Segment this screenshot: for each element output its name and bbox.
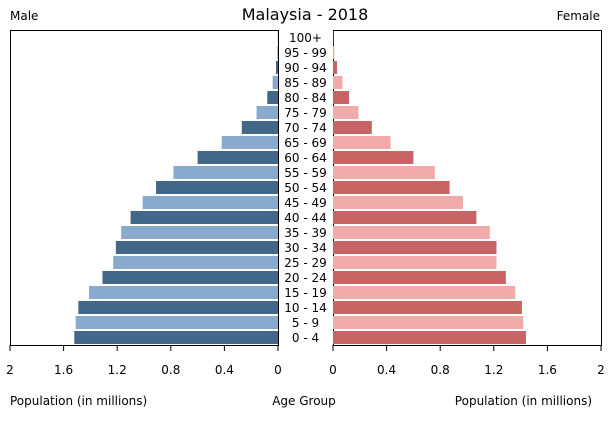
female-bar-40-44 <box>333 211 477 224</box>
female-bar-60-64 <box>333 151 414 164</box>
age-group-label: 30 - 34 <box>284 241 327 255</box>
x-tick-label: 1.6 <box>538 363 557 377</box>
male-bar-85-89 <box>272 76 278 89</box>
male-bar-60-64 <box>197 151 278 164</box>
female-bar-80-84 <box>333 91 350 104</box>
male-plot-frame <box>10 30 279 346</box>
female-bar-70-74 <box>333 121 372 134</box>
male-bar-15-19 <box>89 286 278 299</box>
age-group-label: 90 - 94 <box>284 61 327 75</box>
male-bar-95-99 <box>277 46 278 59</box>
male-bar-25-29 <box>113 256 279 269</box>
center-axis-label: Age Group <box>272 394 336 408</box>
female-bar-65-69 <box>333 136 391 149</box>
age-group-label: 65 - 69 <box>284 136 327 150</box>
male-bar-30-34 <box>115 241 278 254</box>
female-bar-55-59 <box>333 166 435 179</box>
age-group-label: 85 - 89 <box>284 76 327 90</box>
age-group-label: 60 - 64 <box>284 151 327 165</box>
age-group-label: 25 - 29 <box>284 256 327 270</box>
age-group-label: 15 - 19 <box>284 286 327 300</box>
age-group-label: 10 - 14 <box>284 301 327 315</box>
x-tick-label: 0.8 <box>161 363 180 377</box>
female-bar-45-49 <box>333 196 463 209</box>
female-label: Female <box>557 9 600 23</box>
age-group-label: 20 - 24 <box>284 271 327 285</box>
male-bar-40-44 <box>130 211 278 224</box>
female-bar-35-39 <box>333 226 490 239</box>
age-group-label: 0 - 4 <box>292 331 319 345</box>
x-axis-label-left: Population (in millions) <box>10 394 147 408</box>
female-bar-30-34 <box>333 241 497 254</box>
female-bar-90-94 <box>333 61 338 74</box>
male-bar-10-14 <box>78 301 278 314</box>
female-bar-15-19 <box>333 286 516 299</box>
male-bar-90-94 <box>275 61 278 74</box>
age-group-label: 95 - 99 <box>284 46 327 60</box>
female-bar-0-4 <box>333 331 526 344</box>
male-bars <box>74 31 279 344</box>
x-tick-label: 0.4 <box>377 363 396 377</box>
female-bar-20-24 <box>333 271 506 284</box>
male-label: Male <box>10 9 38 23</box>
age-group-label: 50 - 54 <box>284 181 327 195</box>
male-bar-20-24 <box>102 271 279 284</box>
x-axis-label-right: Population (in millions) <box>455 394 592 408</box>
x-tick-label: 0.4 <box>215 363 234 377</box>
age-group-label: 5 - 9 <box>292 316 319 330</box>
x-tick-label: 2 <box>6 363 14 377</box>
age-group-label: 35 - 39 <box>284 226 327 240</box>
age-group-label: 75 - 79 <box>284 106 327 120</box>
age-group-label: 70 - 74 <box>284 121 327 135</box>
female-bars <box>333 31 526 344</box>
male-bar-75-79 <box>256 106 278 119</box>
x-tick-label: 1.2 <box>108 363 127 377</box>
female-bar-75-79 <box>333 106 359 119</box>
x-tick-label: 0 <box>329 363 337 377</box>
x-tick-label: 2 <box>597 363 605 377</box>
age-group-label: 45 - 49 <box>284 196 327 210</box>
x-tick-label: 0.8 <box>431 363 450 377</box>
female-bar-5-9 <box>333 316 524 329</box>
male-bar-35-39 <box>121 226 278 239</box>
male-bar-70-74 <box>241 121 278 134</box>
age-group-label: 55 - 59 <box>284 166 327 180</box>
x-axis-ticks: 2 1.6 1.2 0.8 0.4 0 0 0.4 0.8 1.2 1.6 2 <box>6 345 605 377</box>
age-group-label: 40 - 44 <box>284 211 327 225</box>
chart-title: Malaysia - 2018 <box>242 5 369 24</box>
male-bar-55-59 <box>173 166 278 179</box>
male-bar-45-49 <box>142 196 278 209</box>
male-bar-80-84 <box>267 91 278 104</box>
female-bar-10-14 <box>333 301 522 314</box>
female-bar-50-54 <box>333 181 450 194</box>
female-bar-25-29 <box>333 256 497 269</box>
male-bar-5-9 <box>75 316 278 329</box>
male-bar-0-4 <box>74 331 278 344</box>
age-group-label: 80 - 84 <box>284 91 327 105</box>
x-tick-label: 1.2 <box>484 363 503 377</box>
male-bar-65-69 <box>221 136 278 149</box>
x-tick-label: 0 <box>274 363 282 377</box>
male-bar-50-54 <box>156 181 278 194</box>
age-group-label: 100+ <box>289 31 322 45</box>
female-bar-85-89 <box>333 76 343 89</box>
x-tick-label: 1.6 <box>54 363 73 377</box>
female-bar-95-99 <box>333 46 335 59</box>
